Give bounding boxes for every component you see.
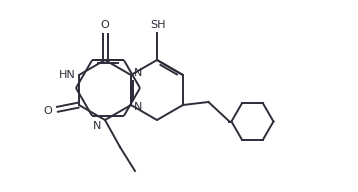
Text: N: N (134, 68, 142, 78)
Text: N: N (134, 102, 142, 112)
Text: HN: HN (59, 70, 76, 80)
Text: O: O (44, 105, 53, 116)
Text: O: O (101, 20, 110, 30)
Text: N: N (93, 121, 101, 131)
Text: SH: SH (150, 20, 166, 30)
